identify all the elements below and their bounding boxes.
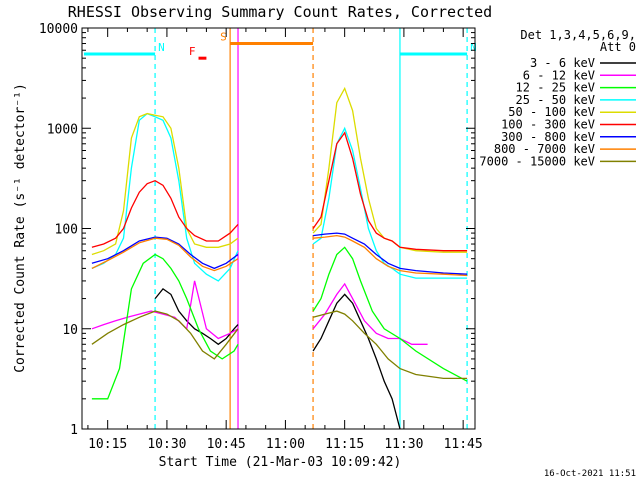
y-axis-label: Corrected Count Rate (s⁻¹ detector⁻¹) [13,83,28,373]
y-tick-label: 100 [55,223,78,238]
legend-header-line2: Att 0 [600,40,636,54]
y-axis: 1 10 100 1000 10000 [39,22,475,438]
series-line [312,131,468,252]
y-tick-label: 1000 [47,122,78,137]
series-line [312,246,468,382]
annotation-label: S [220,31,227,44]
x-axis-label: Start Time (21-Mar-03 10:09:42) [159,455,402,470]
x-tick-label: 11:15 [325,437,364,452]
x-tick-label: 11:45 [444,437,483,452]
series-line [312,293,401,430]
x-tick-label: 10:30 [147,437,186,452]
series-line [91,236,239,270]
legend-entry-label: 100 - 300 keV [501,118,595,132]
legend-entry-label: 12 - 25 keV [516,81,595,95]
legend-entry-label: 7000 - 15000 keV [479,154,595,168]
series-line [154,288,239,346]
chart-title: RHESSI Observing Summary Count Rates, Co… [68,3,492,21]
legend-entry-label: 25 - 50 keV [516,93,595,107]
x-tick-label: 10:45 [207,437,246,452]
legend-header-line1: Det 1,3,4,5,6,9, [520,28,636,42]
legend-entry-label: 6 - 12 keV [523,68,595,82]
legend-entry-label: 50 - 100 keV [508,105,595,119]
series-line [312,282,428,345]
y-tick-label: 1 [70,423,78,438]
series-line [91,112,239,256]
legend-entry-label: 3 - 6 keV [530,56,595,70]
y-tick-label: 10 [62,323,78,338]
series-line [91,179,239,248]
x-axis: 10:15 10:30 10:45 11:00 11:15 11:30 11:45 [87,28,483,452]
series-line [313,234,468,277]
observing-annotations: N N S F [83,31,477,60]
series-line [313,232,468,275]
annotation-label: N [470,41,477,54]
timestamp: 16-Oct-2021 11:51 [544,469,636,479]
x-tick-label: 11:30 [384,437,423,452]
series-line [91,310,239,360]
series-line [312,126,468,279]
series-line [312,310,468,380]
series-line [91,253,239,400]
annotation-label: F [189,45,196,58]
x-tick-label: 10:15 [88,437,127,452]
legend-entry-label: 800 - 7000 keV [494,142,595,156]
legend-entry-label: 300 - 800 keV [501,130,595,144]
series-line [91,237,239,272]
series-lines [91,86,468,430]
x-tick-label: 11:00 [266,437,305,452]
y-tick-label: 10000 [39,22,78,37]
annotation-label: N [158,41,165,54]
series-line [91,112,239,282]
series-line [312,86,468,253]
